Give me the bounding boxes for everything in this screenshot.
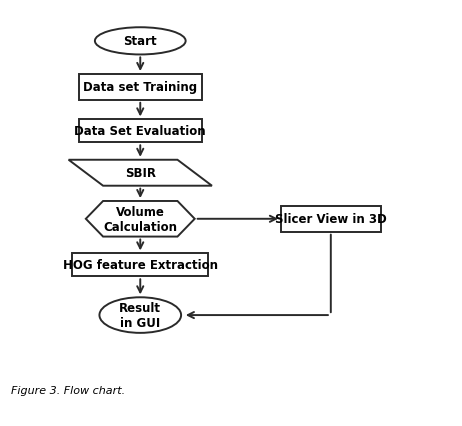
Bar <box>79 120 201 143</box>
Bar <box>79 75 201 101</box>
Text: Start: Start <box>123 35 157 48</box>
Polygon shape <box>86 201 195 237</box>
Text: Slicer View in 3D: Slicer View in 3D <box>275 213 387 226</box>
Ellipse shape <box>95 28 186 55</box>
Polygon shape <box>68 160 212 186</box>
Text: Result
in GUI: Result in GUI <box>119 301 161 329</box>
Text: Data Set Evaluation: Data Set Evaluation <box>74 125 206 138</box>
Text: HOG feature Extraction: HOG feature Extraction <box>63 259 218 272</box>
Text: SBIR: SBIR <box>125 167 156 180</box>
Ellipse shape <box>99 298 181 333</box>
Text: Volume
Calculation: Volume Calculation <box>103 205 177 233</box>
Text: Figure 3. Flow chart.: Figure 3. Flow chart. <box>11 385 125 395</box>
Bar <box>72 254 208 277</box>
Bar <box>281 206 381 232</box>
Text: Data set Training: Data set Training <box>83 81 197 94</box>
